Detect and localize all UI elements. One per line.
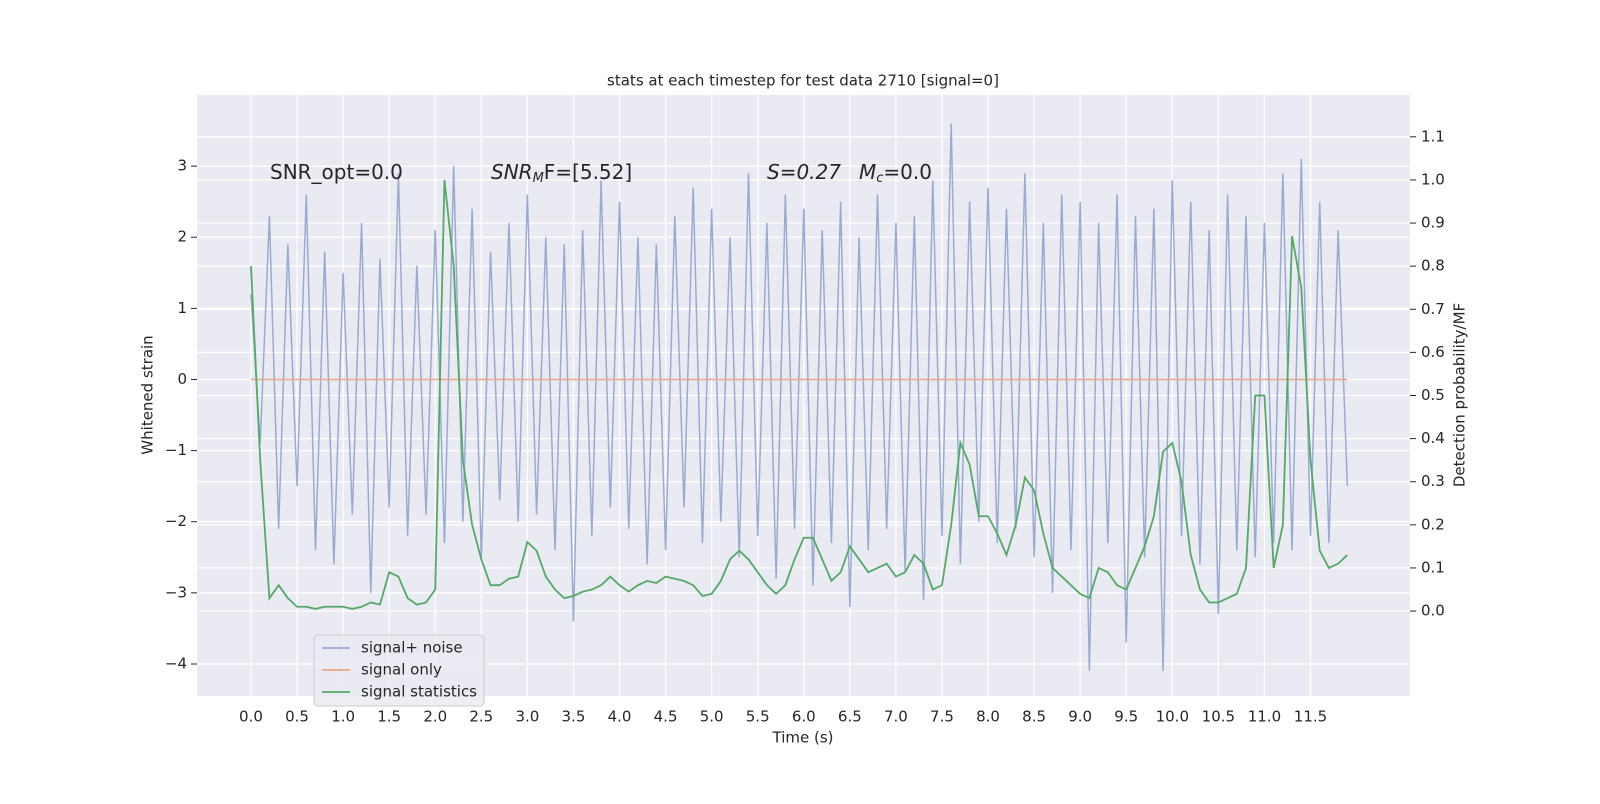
y-tick-label: 3 xyxy=(177,157,187,175)
x-tick-label: 5.5 xyxy=(746,708,770,726)
x-tick-label: 4.5 xyxy=(654,708,678,726)
annotation-part: F=[5.52] xyxy=(544,160,632,184)
y2-axis-label: Detection probability/MF xyxy=(1451,303,1469,487)
annotation: SNRMF=[5.52] xyxy=(491,160,632,186)
annotation-part: =0.0 xyxy=(883,160,932,184)
y-tick-label: 2 xyxy=(177,228,187,246)
y2-tick-label: 0.1 xyxy=(1421,558,1445,576)
x-tick-label: 8.5 xyxy=(1022,708,1046,726)
legend-label: signal only xyxy=(361,661,442,679)
y2-tick-label: 1.1 xyxy=(1421,127,1445,145)
x-tick-label: 8.0 xyxy=(976,708,1000,726)
y-tick-label: −3 xyxy=(165,583,187,601)
x-tick-label: 11.5 xyxy=(1294,708,1327,726)
series-line xyxy=(250,123,1349,672)
y2-tick-label: 0.0 xyxy=(1421,602,1445,620)
x-tick-label: 10.0 xyxy=(1156,708,1189,726)
x-tick-label: 1.5 xyxy=(377,708,401,726)
annotation-part: M xyxy=(533,171,544,186)
annotation-part: c xyxy=(876,171,883,186)
annotation: SNR_opt=0.0 xyxy=(270,160,403,184)
y2-tick-label: 0.5 xyxy=(1421,386,1445,404)
x-tick-label: 0.0 xyxy=(239,708,263,726)
x-tick-label: 2.0 xyxy=(423,708,447,726)
y-tick-label: −4 xyxy=(165,654,187,672)
x-tick-label: 3.5 xyxy=(562,708,586,726)
x-tick-label: 7.5 xyxy=(930,708,954,726)
series-line xyxy=(250,179,1348,610)
x-axis-label: Time (s) xyxy=(772,729,834,747)
x-tick-label: 10.5 xyxy=(1202,708,1235,726)
y2-tick-label: 0.2 xyxy=(1421,515,1445,533)
y2-tick-label: 1.0 xyxy=(1421,170,1445,188)
y2-tick-label: 0.9 xyxy=(1421,214,1445,232)
annotation-part: SNR xyxy=(491,160,533,184)
y-tick-label: −2 xyxy=(165,512,187,530)
x-tick-label: 9.0 xyxy=(1068,708,1092,726)
annotation-part: SNR_opt=0.0 xyxy=(270,160,403,184)
x-tick-label: 2.5 xyxy=(469,708,493,726)
x-tick-label: 5.0 xyxy=(700,708,724,726)
legend-label: signal statistics xyxy=(361,683,477,701)
y2-tick-label: 0.6 xyxy=(1421,343,1445,361)
annotation: Mc=0.0 xyxy=(859,160,932,186)
x-tick-label: 6.0 xyxy=(792,708,816,726)
x-tick-label: 0.5 xyxy=(285,708,309,726)
x-tick-label: 3.0 xyxy=(515,708,539,726)
legend-label: signal+ noise xyxy=(361,639,463,657)
annotation-part: M xyxy=(859,160,876,184)
legend-box xyxy=(313,634,485,707)
y2-tick-label: 0.4 xyxy=(1421,429,1445,447)
x-tick-label: 4.0 xyxy=(608,708,632,726)
x-tick-label: 1.0 xyxy=(331,708,355,726)
x-tick-label: 7.0 xyxy=(884,708,908,726)
y2-tick-label: 0.8 xyxy=(1421,257,1445,275)
annotation-part: S=0.27 xyxy=(767,160,841,184)
y-tick-label: −1 xyxy=(165,441,187,459)
x-tick-label: 11.0 xyxy=(1248,708,1281,726)
x-tick-label: 6.5 xyxy=(838,708,862,726)
y-axis-label: Whitened strain xyxy=(139,335,157,454)
y2-tick-label: 0.3 xyxy=(1421,472,1445,490)
y-tick-label: 0 xyxy=(177,370,187,388)
x-tick-label: 9.5 xyxy=(1114,708,1138,726)
y-tick-label: 1 xyxy=(177,299,187,317)
annotation: S=0.27 xyxy=(767,160,841,184)
chart-title: stats at each timestep for test data 271… xyxy=(607,72,999,90)
y2-tick-label: 0.7 xyxy=(1421,300,1445,318)
